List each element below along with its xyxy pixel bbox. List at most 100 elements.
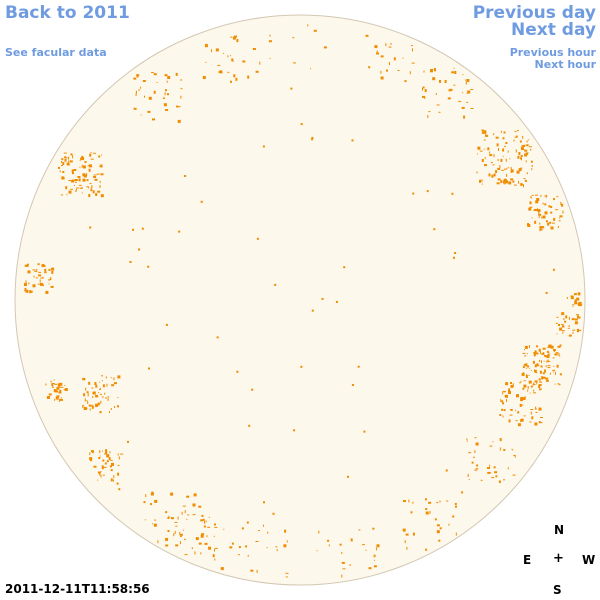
facula-speck bbox=[97, 471, 101, 474]
facula-speck bbox=[520, 155, 523, 157]
facula-speck bbox=[531, 217, 533, 219]
facula-speck bbox=[316, 550, 318, 552]
facula-speck bbox=[201, 533, 205, 536]
facula-speck bbox=[448, 523, 450, 526]
facula-speck bbox=[116, 482, 119, 485]
facula-speck bbox=[529, 421, 532, 423]
facula-speck bbox=[522, 352, 526, 354]
facula-speck bbox=[510, 169, 514, 173]
facula-speck bbox=[462, 74, 464, 76]
facula-speck bbox=[422, 86, 425, 89]
facula-speck bbox=[263, 524, 264, 527]
facula-speck bbox=[505, 394, 508, 398]
facula-speck bbox=[216, 336, 219, 339]
facula-speck bbox=[495, 136, 499, 139]
facula-speck bbox=[83, 407, 87, 410]
facula-speck bbox=[70, 188, 73, 190]
facula-speck bbox=[283, 544, 287, 548]
facula-speck bbox=[89, 226, 92, 229]
facula-speck bbox=[439, 500, 441, 503]
facula-speck bbox=[69, 160, 73, 163]
facula-speck bbox=[547, 365, 551, 367]
facula-speck bbox=[91, 450, 94, 454]
facula-speck bbox=[436, 524, 440, 527]
facula-speck bbox=[535, 412, 538, 413]
facula-speck bbox=[117, 405, 119, 408]
facula-speck bbox=[107, 396, 110, 398]
facula-speck bbox=[167, 76, 171, 79]
facula-speck bbox=[529, 392, 531, 394]
facula-speck bbox=[562, 331, 564, 334]
see-facular-data-link[interactable]: See facular data bbox=[5, 46, 107, 59]
facula-speck bbox=[476, 464, 479, 467]
facula-speck bbox=[365, 549, 367, 551]
facula-speck bbox=[484, 164, 487, 167]
facula-speck bbox=[292, 37, 295, 39]
facula-speck bbox=[51, 270, 54, 274]
facula-speck bbox=[99, 455, 101, 457]
facula-speck bbox=[60, 386, 64, 388]
facula-speck bbox=[530, 196, 532, 199]
facula-speck bbox=[142, 80, 146, 82]
facula-speck bbox=[466, 79, 470, 82]
facula-speck bbox=[488, 173, 491, 177]
facula-speck bbox=[272, 512, 275, 515]
facula-speck bbox=[59, 382, 63, 386]
facula-speck bbox=[64, 158, 67, 162]
facula-speck bbox=[572, 329, 576, 331]
facula-speck bbox=[186, 495, 190, 498]
facula-speck bbox=[499, 447, 501, 451]
facula-speck bbox=[455, 505, 457, 508]
facula-speck bbox=[82, 405, 85, 407]
facula-speck bbox=[550, 345, 554, 349]
facula-speck bbox=[513, 455, 516, 456]
next-day-link[interactable]: Next day bbox=[511, 20, 596, 40]
facula-speck bbox=[78, 184, 82, 186]
facula-speck bbox=[555, 209, 559, 211]
facula-speck bbox=[88, 194, 91, 197]
facula-speck bbox=[151, 72, 154, 74]
facula-speck bbox=[170, 517, 172, 518]
facula-speck bbox=[509, 158, 511, 160]
facula-speck bbox=[59, 389, 62, 392]
facula-speck bbox=[553, 217, 556, 221]
facula-speck bbox=[23, 283, 27, 286]
facula-speck bbox=[512, 474, 516, 476]
next-hour-link[interactable]: Next hour bbox=[534, 58, 597, 71]
facula-speck bbox=[504, 179, 508, 183]
facula-speck bbox=[113, 382, 117, 385]
facula-speck bbox=[524, 345, 528, 349]
facula-speck bbox=[426, 190, 429, 193]
facula-speck bbox=[376, 50, 378, 54]
facula-speck bbox=[105, 451, 108, 455]
back-to-year-link[interactable]: Back to 2011 bbox=[5, 3, 130, 23]
facula-speck bbox=[518, 152, 521, 155]
facula-speck bbox=[94, 382, 97, 385]
facula-speck bbox=[500, 130, 502, 133]
previous-day-link[interactable]: Previous day bbox=[472, 3, 596, 23]
facula-speck bbox=[86, 179, 89, 182]
facula-speck bbox=[535, 194, 538, 196]
previous-hour-link[interactable]: Previous hour bbox=[509, 46, 596, 59]
facula-speck bbox=[25, 289, 29, 293]
facula-speck bbox=[104, 392, 106, 395]
facula-speck bbox=[71, 179, 75, 182]
facula-speck bbox=[545, 220, 548, 223]
facula-speck bbox=[51, 267, 55, 271]
facula-speck bbox=[528, 207, 532, 211]
facula-speck bbox=[560, 201, 562, 205]
facula-speck bbox=[539, 388, 542, 390]
facula-speck bbox=[215, 48, 219, 52]
facula-speck bbox=[502, 137, 505, 140]
facula-speck bbox=[76, 187, 80, 189]
facula-speck bbox=[530, 385, 533, 388]
facula-speck bbox=[470, 89, 474, 90]
facula-speck bbox=[412, 192, 415, 195]
facula-speck bbox=[412, 501, 414, 504]
facula-speck bbox=[574, 301, 578, 305]
facula-speck bbox=[68, 160, 70, 163]
facula-speck bbox=[540, 228, 543, 231]
facula-speck bbox=[517, 423, 521, 427]
facula-speck bbox=[68, 190, 72, 194]
